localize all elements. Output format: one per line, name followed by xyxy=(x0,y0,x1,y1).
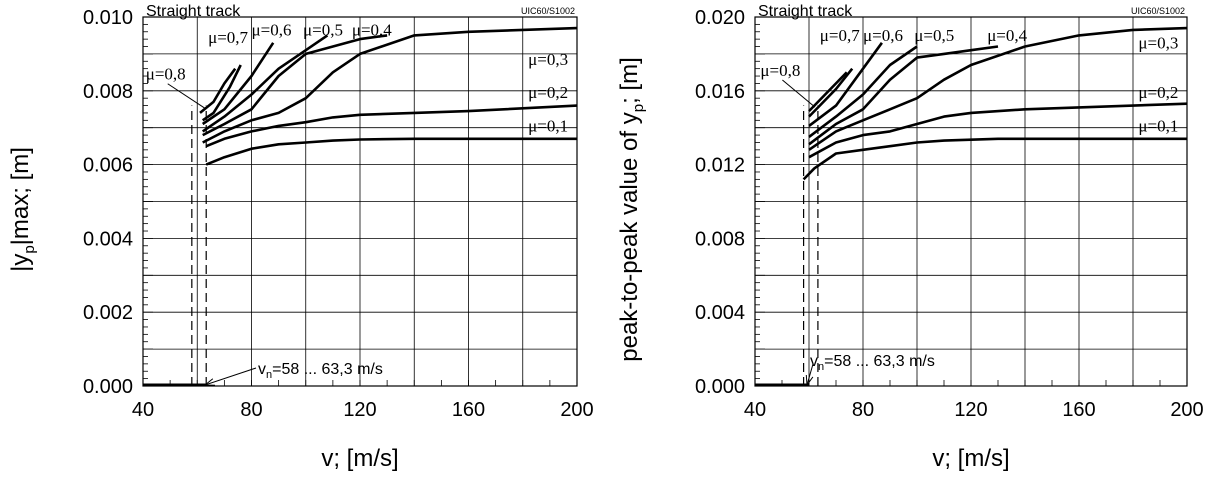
series-label: μ=0,1 xyxy=(528,116,568,135)
series-line xyxy=(199,67,237,114)
series-line xyxy=(808,42,883,127)
series-line xyxy=(202,26,578,144)
series-line xyxy=(808,71,848,113)
y-tick-label: 0.016 xyxy=(695,81,745,103)
annotation-label: vn=58 ... 63,3 m/s xyxy=(258,361,383,381)
x-tick-label: 200 xyxy=(560,399,593,421)
x-tick-label: 200 xyxy=(1170,399,1203,421)
series-label: μ=0,2 xyxy=(528,83,568,102)
y-tick-label: 0.000 xyxy=(695,376,745,398)
series-line xyxy=(808,45,918,138)
chart-code: UIC60/S1002 xyxy=(1131,6,1185,16)
y-tick-label: 0.004 xyxy=(83,228,133,250)
x-tick-label: 160 xyxy=(452,399,485,421)
series-label: μ=0,7 xyxy=(208,28,248,47)
series-line xyxy=(202,34,388,137)
series-line xyxy=(808,45,999,146)
chart-code: UIC60/S1002 xyxy=(521,6,575,16)
x-tick-label: 80 xyxy=(852,399,874,421)
series-line xyxy=(802,137,1187,181)
y-tick-label: 0.002 xyxy=(83,302,133,324)
series-line xyxy=(201,42,275,126)
series-label: μ=0,2 xyxy=(1138,83,1178,102)
chart-title: Straight track xyxy=(146,3,241,20)
y-tick-label: 0.020 xyxy=(695,7,745,29)
series-label: μ=0,6 xyxy=(252,20,292,39)
series-label: μ=0,4 xyxy=(352,20,392,39)
series-label: μ=0,3 xyxy=(528,50,568,69)
plot-frame xyxy=(142,16,578,387)
label-leader-line xyxy=(167,83,207,110)
series-label: μ=0,5 xyxy=(914,26,954,45)
x-tick-label: 40 xyxy=(744,399,766,421)
series-line xyxy=(201,64,242,122)
x-tick-label: 40 xyxy=(132,399,154,421)
series-label: μ=0,5 xyxy=(303,20,343,39)
x-axis-label: v; [m/s] xyxy=(321,445,398,472)
chart-title: Straight track xyxy=(758,3,853,20)
series-label: μ=0,1 xyxy=(1138,116,1178,135)
series-line xyxy=(808,67,854,118)
series-line xyxy=(808,102,1188,159)
x-tick-label: 160 xyxy=(1062,399,1095,421)
y-tick-label: 0.000 xyxy=(83,376,133,398)
series-label: μ=0,4 xyxy=(987,26,1027,45)
x-tick-label: 80 xyxy=(240,399,262,421)
plot-frame xyxy=(754,16,1188,387)
y-tick-label: 0.004 xyxy=(695,302,745,324)
chart-right: 40 80 120 160 200 0.000 0.004 0.008 0.012 0.016 0.… xyxy=(616,3,1204,472)
series-label: μ=0,3 xyxy=(1138,33,1178,52)
annotation-arrow xyxy=(806,363,814,386)
x-axis-label: v; [m/s] xyxy=(932,445,1009,472)
y-tick-label: 0.012 xyxy=(695,155,745,177)
series-label: μ=0,8 xyxy=(146,65,186,84)
y-axis-label: peak-to-peak value of yp; [m] xyxy=(616,57,647,362)
series-label: μ=0,7 xyxy=(820,26,860,45)
annotation-arrowhead xyxy=(203,378,216,386)
series-line xyxy=(205,137,577,166)
y-tick-label: 0.008 xyxy=(83,81,133,103)
y-tick-label: 0.010 xyxy=(83,7,133,29)
series-label: μ=0,6 xyxy=(863,26,903,45)
y-tick-label: 0.008 xyxy=(695,228,745,250)
series-label: μ=0,8 xyxy=(760,61,800,80)
x-tick-label: 120 xyxy=(343,399,376,421)
annotation-arrowhead xyxy=(805,374,814,387)
chart-left: 40 80 120 160 200 0.000 0.002 0.004 0.006 0.008 0.… xyxy=(7,3,594,472)
series-line xyxy=(205,104,578,148)
annotation-arrow xyxy=(204,367,257,386)
series-line xyxy=(808,26,1188,151)
series-line xyxy=(201,34,329,133)
label-leader-line xyxy=(782,79,816,108)
y-tick-label: 0.006 xyxy=(83,155,133,177)
y-axis-label: |yp|max; [m] xyxy=(7,147,38,272)
x-tick-label: 120 xyxy=(954,399,987,421)
annotation-label: vn=58 ... 63,3 m/s xyxy=(810,353,935,373)
